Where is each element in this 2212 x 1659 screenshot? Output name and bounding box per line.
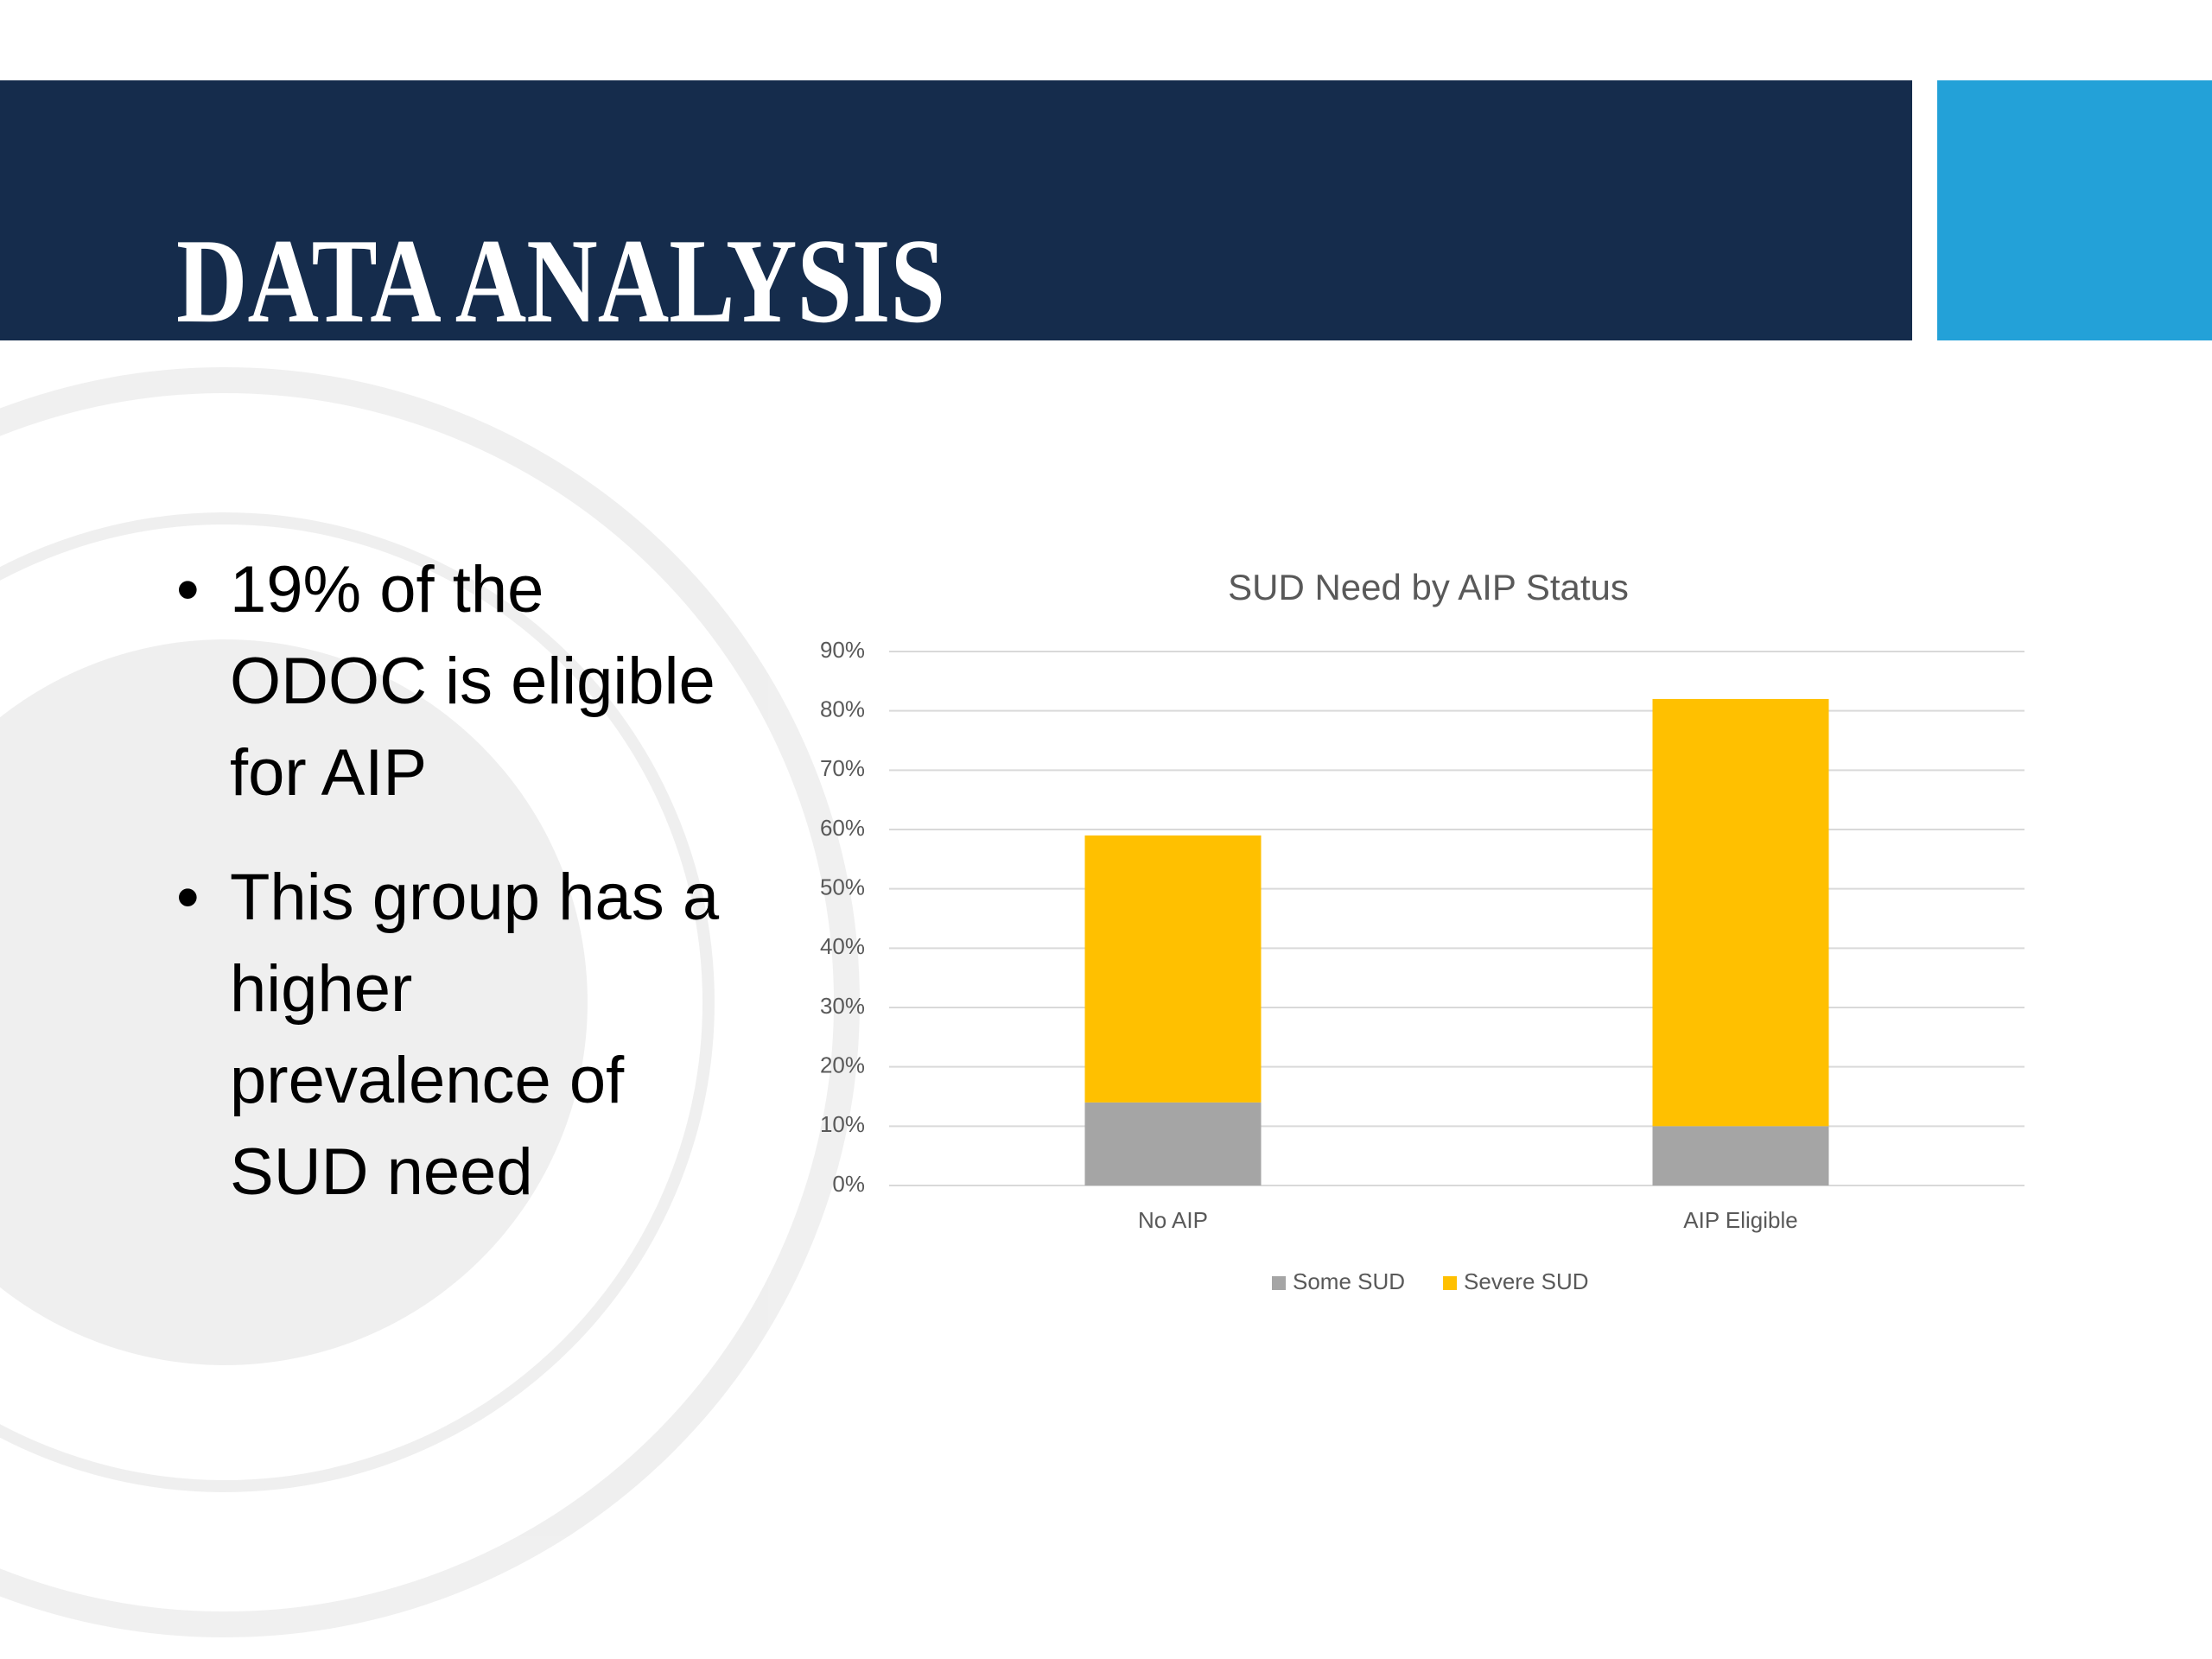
y-tick-label: 0% <box>832 1171 865 1197</box>
y-tick-label: 50% <box>820 874 865 900</box>
legend-label: Severe SUD <box>1464 1268 1589 1294</box>
y-tick-label: 70% <box>820 755 865 781</box>
bar-segment <box>1652 698 1829 1127</box>
y-tick-label: 10% <box>820 1111 865 1137</box>
y-tick-label: 40% <box>820 933 865 959</box>
y-tick-label: 90% <box>820 637 865 663</box>
header-accent <box>1937 80 2212 340</box>
y-tick-label: 20% <box>820 1052 865 1078</box>
y-tick-label: 80% <box>820 696 865 722</box>
bullet-list: 19% of the ODOC is eligible for AIP This… <box>176 544 729 1251</box>
bar-segment <box>1084 1102 1262 1185</box>
y-tick-label: 30% <box>820 993 865 1019</box>
chart-title: SUD Need by AIP Status <box>1228 567 1629 607</box>
legend-swatch <box>1272 1276 1286 1290</box>
bar-segment <box>1652 1126 1829 1185</box>
x-tick-label: AIP Eligible <box>1683 1207 1798 1233</box>
bullet: 19% of the ODOC is eligible for AIP <box>176 544 729 819</box>
slide-title: DATA ANALYSIS <box>176 214 945 348</box>
legend-swatch <box>1443 1276 1458 1290</box>
y-tick-label: 60% <box>820 815 865 841</box>
header-bar <box>0 80 1912 340</box>
legend-label: Some SUD <box>1293 1268 1405 1294</box>
bullet: This group has a higher prevalence of SU… <box>176 852 729 1218</box>
x-tick-label: No AIP <box>1138 1207 1208 1233</box>
bar-segment <box>1084 835 1262 1103</box>
